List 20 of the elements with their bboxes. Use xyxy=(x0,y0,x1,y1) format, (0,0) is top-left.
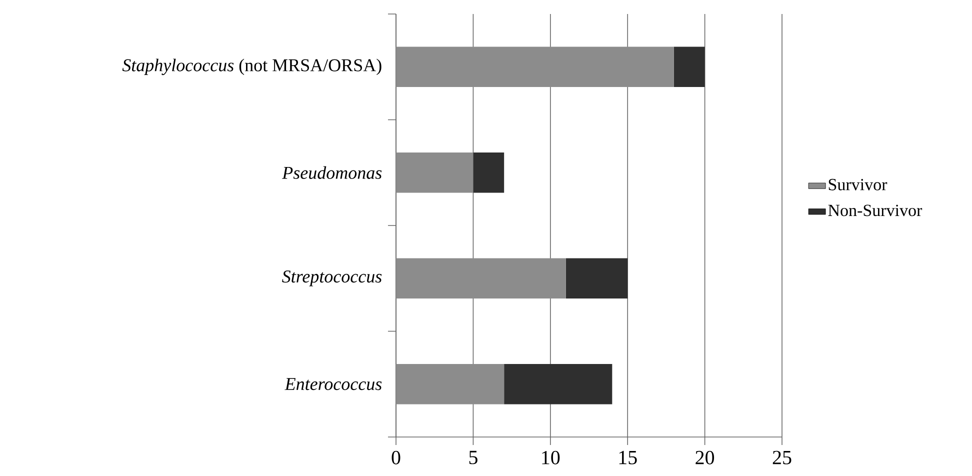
bar xyxy=(504,364,612,404)
x-tick-label: 20 xyxy=(696,450,714,464)
bar xyxy=(473,152,504,193)
x-tick-label: 10 xyxy=(542,450,560,464)
bar xyxy=(674,46,705,87)
legend-label: Survivor xyxy=(828,178,888,190)
bar xyxy=(396,258,566,298)
bar xyxy=(396,364,504,404)
x-tick-label: 0 xyxy=(392,450,400,464)
x-tick-label: 15 xyxy=(619,450,637,464)
x-tick-label: 5 xyxy=(469,450,478,464)
bar xyxy=(396,152,474,193)
y-tick-label: Staphylococcus (not MRSA/ORSA) xyxy=(122,58,382,76)
y-tick-label: Enterococcus xyxy=(284,378,382,390)
bar xyxy=(396,46,674,87)
bar xyxy=(566,258,628,298)
x-tick-label: 25 xyxy=(772,450,792,464)
y-tick-label: Streptococcus xyxy=(282,270,382,286)
legend-label: Non-Survivor xyxy=(828,204,922,216)
y-tick-label: Pseudomonas xyxy=(282,166,382,179)
